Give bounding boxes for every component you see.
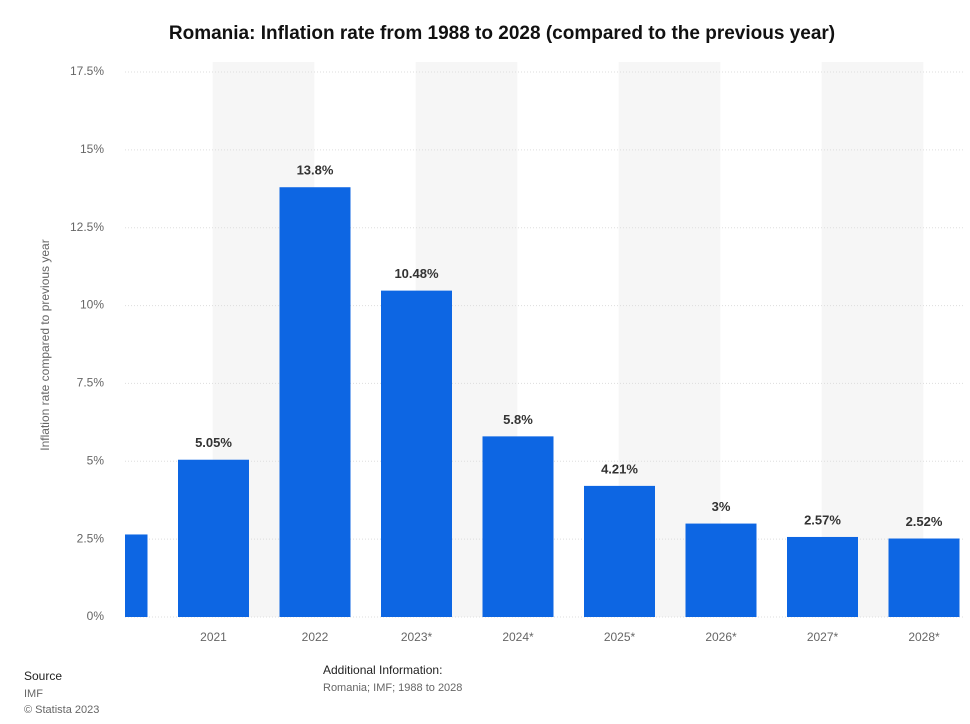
source: IMF [24,688,43,700]
copyright: © Statista 2023 [24,704,99,716]
bar [584,485,655,617]
bars [125,187,960,617]
bar [888,538,960,617]
value-label: 2.52% [906,514,943,529]
source-title: Source [24,669,62,683]
value-label: 2.57% [804,512,841,527]
bar [685,523,757,617]
y-tick-label: 7.5% [77,376,105,390]
y-tick-label: 15% [80,142,104,156]
x-tick-label: 2026* [705,630,737,644]
x-tick-label: 2027* [807,630,839,644]
band-shade [821,62,924,617]
x-tick-label: 2024* [502,630,534,644]
bar [125,534,148,617]
x-tick-label: 2023* [401,630,433,644]
value-label: 3% [712,499,731,514]
bar [381,290,452,617]
y-tick-label: 0% [87,609,105,623]
x-tick-label: 2028* [908,630,940,644]
x-tick-label: 2021 [200,630,227,644]
y-tick-label: 5% [87,453,105,467]
y-tick-label: 12.5% [70,220,104,234]
value-label: 13.8% [297,163,334,178]
value-label: 5.8% [503,412,533,427]
plot-background [212,62,924,617]
y-tick-label: 10% [80,298,104,312]
bar [178,459,249,617]
bar [482,436,554,617]
info: Romania; IMF; 1988 to 2028 [323,682,462,694]
y-tick-label: 2.5% [77,531,105,545]
value-label: 4.21% [601,461,638,476]
info-title: Additional Information: [323,663,442,677]
chart-title: Romania: Inflation rate from 1988 to 202… [169,23,835,44]
bar [279,187,351,617]
value-label: 10.48% [394,266,439,281]
x-tick-label: 2022 [302,630,329,644]
y-axis-label: Inflation rate compared to previous year [38,239,52,450]
bar [787,536,858,617]
x-tick-label: 2025* [604,630,636,644]
y-tick-label: 17.5% [70,64,104,78]
value-label: 5.05% [195,435,232,450]
